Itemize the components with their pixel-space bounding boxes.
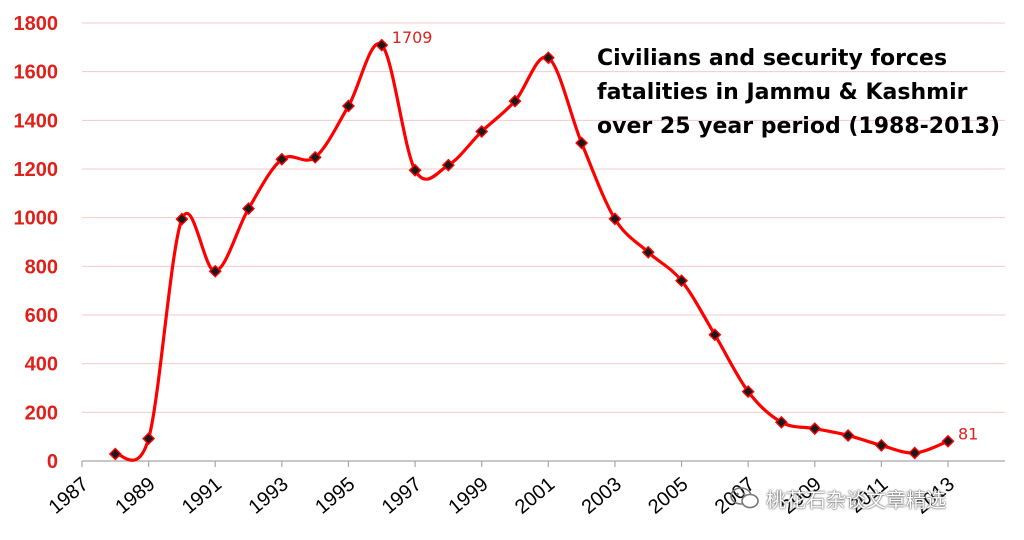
data-point-1993 [275, 152, 289, 166]
x-tick-label-1997: 1997 [378, 473, 426, 518]
data-point-1988 [108, 447, 122, 461]
data-point-2013 [941, 434, 955, 448]
data-point-1998 [441, 158, 455, 172]
chart-title-line-2: fatalities in Jammu & Kashmir [597, 80, 968, 105]
data-point-2000 [508, 94, 522, 108]
y-tick-label-1000: 1000 [14, 208, 59, 230]
y-tick-label-1800: 1800 [14, 13, 59, 35]
data-point-1995 [341, 99, 355, 113]
data-point-2003 [608, 212, 622, 226]
x-tick-label-1991: 1991 [178, 473, 226, 518]
axes [81, 460, 1005, 467]
y-tick-label-600: 600 [25, 305, 58, 327]
watermark: 桃花石杂谈文章精选 [730, 482, 946, 514]
x-tick-label-2001: 2001 [511, 473, 559, 518]
y-tick-label-1400: 1400 [14, 110, 59, 132]
y-tick-label-1200: 1200 [14, 159, 59, 181]
data-point-1989 [142, 432, 156, 446]
data-label-1996: 1709 [392, 28, 433, 47]
data-point-2007 [741, 385, 755, 399]
data-point-2004 [641, 245, 655, 259]
data-point-2011 [874, 438, 888, 452]
y-tick-label-200: 200 [25, 402, 58, 424]
chart-title: Civilians and security forces fatalities… [597, 42, 1001, 144]
data-labels: 1709 81 [392, 28, 979, 443]
data-markers [108, 38, 955, 461]
y-tick-label-800: 800 [25, 256, 58, 278]
x-tick-label-1999: 1999 [444, 473, 492, 518]
data-point-1992 [242, 202, 256, 216]
chart-title-line-3: over 25 year period (1988-2013) [597, 114, 1001, 139]
data-point-2010 [841, 428, 855, 442]
wechat-icon [730, 487, 759, 509]
x-tick-label-1987: 1987 [45, 473, 93, 518]
data-point-2002 [575, 136, 589, 150]
data-point-1994 [308, 150, 322, 164]
data-point-1997 [408, 163, 422, 177]
x-tick-label-1995: 1995 [311, 473, 359, 518]
chart-title-line-1: Civilians and security forces [597, 46, 948, 71]
x-tick-label-2005: 2005 [644, 473, 692, 518]
data-point-2012 [908, 446, 922, 460]
watermark-text: 桃花石杂谈文章精选 [766, 487, 946, 512]
data-point-2001 [541, 51, 555, 65]
data-point-1990 [175, 212, 189, 226]
y-tick-label-1600: 1600 [14, 62, 59, 84]
data-point-2009 [808, 422, 822, 436]
x-tick-label-1989: 1989 [111, 473, 159, 518]
data-point-1996 [375, 38, 389, 52]
x-tick-label-1993: 1993 [245, 473, 293, 518]
gridlines [82, 22, 1005, 413]
data-point-2006 [708, 328, 722, 342]
data-point-1991 [208, 264, 222, 278]
y-tick-labels: 0 200 400 600 800 1000 1200 1400 1600 1800 [14, 13, 59, 473]
x-tick-label-2003: 2003 [578, 473, 626, 518]
data-point-1999 [475, 125, 489, 139]
data-point-2008 [774, 415, 788, 429]
data-point-2005 [675, 274, 689, 288]
y-tick-label-0: 0 [47, 451, 58, 473]
y-tick-label-400: 400 [25, 354, 58, 376]
data-label-2013: 81 [958, 424, 978, 443]
